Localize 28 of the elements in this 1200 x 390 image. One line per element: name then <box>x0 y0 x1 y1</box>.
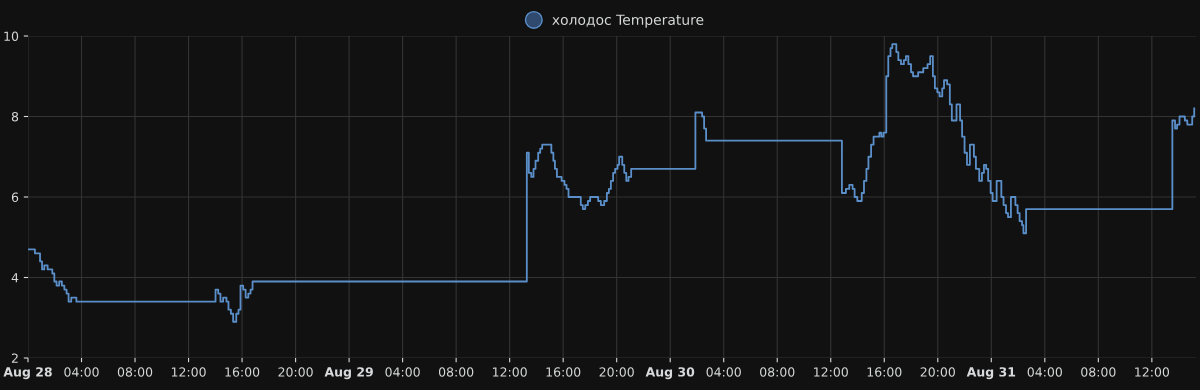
x-tick-label: 16:00 <box>546 367 581 377</box>
y-tick-label: 10 <box>4 31 19 41</box>
y-tick-label: 4 <box>11 273 19 283</box>
x-tick-label: 20:00 <box>278 367 313 377</box>
x-tick-label: Aug 28 <box>3 367 52 380</box>
x-tick-label: 08:00 <box>438 367 474 377</box>
x-tick-label: 20:00 <box>920 367 955 377</box>
x-tick-label: 16:00 <box>225 367 260 377</box>
x-tick-label: 20:00 <box>599 367 634 377</box>
x-tick-label: 04:00 <box>1027 367 1062 377</box>
x-tick-label: 12:00 <box>171 367 206 377</box>
x-tick-label: Aug 31 <box>966 367 1016 380</box>
x-tick-label: 08:00 <box>760 367 795 377</box>
x-tick-label: 08:00 <box>1081 367 1116 377</box>
x-tick-label: 04:00 <box>706 367 741 377</box>
x-tick-label: 12:00 <box>814 367 848 377</box>
y-tick-label: 2 <box>11 353 18 363</box>
x-tick-label: 12:00 <box>493 367 527 377</box>
legend-label: холодос Temperature <box>552 14 704 28</box>
x-tick-label: 16:00 <box>867 367 902 377</box>
x-tick-label: Aug 30 <box>645 367 695 380</box>
y-tick-label: 6 <box>11 192 19 202</box>
x-tick-label: 08:00 <box>117 367 153 377</box>
x-tick-label: Aug 29 <box>324 367 373 380</box>
x-tick-label: 04:00 <box>385 367 420 377</box>
x-tick-label: 12:00 <box>1135 367 1170 377</box>
y-tick-label: 8 <box>11 111 19 122</box>
x-tick-label: 04:00 <box>64 367 99 377</box>
